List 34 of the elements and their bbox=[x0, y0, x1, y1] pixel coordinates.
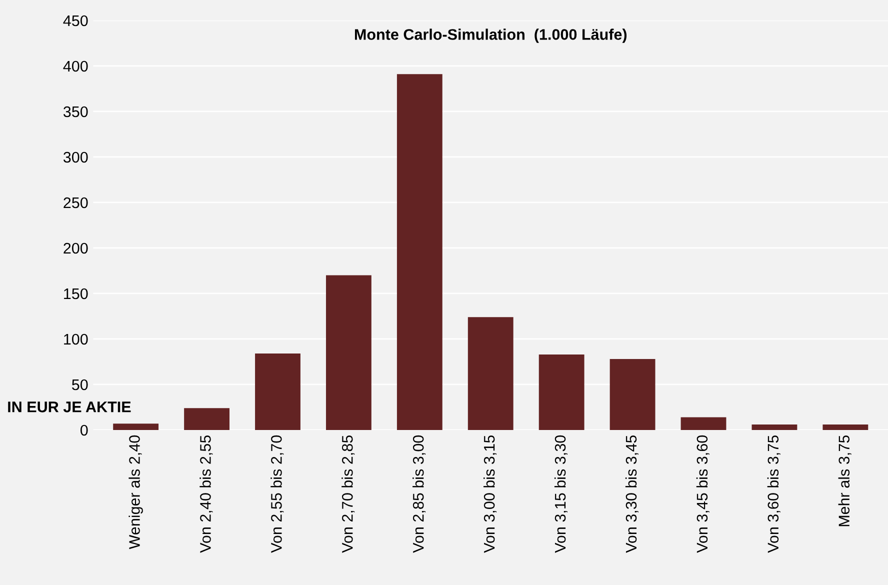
bar bbox=[255, 354, 300, 430]
y-tick-label: 400 bbox=[63, 60, 88, 72]
bar bbox=[113, 424, 159, 430]
y-tick-label: 350 bbox=[63, 106, 88, 118]
y-tick-label: 200 bbox=[64, 242, 88, 254]
x-tick-label: Von 3,30 bis 3,45 bbox=[625, 435, 638, 553]
y-tick-label: 0 bbox=[80, 424, 88, 436]
x-tick-label: Weniger als 2,40 bbox=[128, 435, 143, 550]
x-tick-label: Von 3,00 bis 3,15 bbox=[484, 435, 497, 553]
x-tick-label: Mehr als 3,75 bbox=[838, 435, 852, 526]
bar bbox=[752, 424, 798, 430]
y-tick-label: 250 bbox=[64, 197, 88, 208]
bar bbox=[610, 358, 656, 430]
x-tick-label: Von 3,60 bis 3,75 bbox=[767, 435, 780, 553]
y-tick-label: 450 bbox=[63, 15, 88, 26]
y-tick-label: 100 bbox=[64, 334, 88, 345]
bar bbox=[184, 408, 230, 430]
bar bbox=[326, 275, 372, 430]
x-tick-label: Von 2,40 bis 2,55 bbox=[200, 435, 213, 553]
x-tick-label: Von 3,45 bis 3,60 bbox=[696, 435, 710, 553]
text: Monte Carlo-Simulation (1.000 Läufe) bbox=[354, 28, 627, 43]
bar bbox=[396, 74, 442, 430]
bar bbox=[680, 417, 726, 430]
bar bbox=[468, 317, 514, 430]
y-tick-label: 50 bbox=[72, 379, 88, 390]
x-tick-label: Von 2,85 bis 3,00 bbox=[412, 435, 426, 553]
x-tick-label: Von 2,70 bis 2,85 bbox=[342, 435, 355, 553]
x-tick-label: Von 3,15 bis 3,30 bbox=[554, 435, 568, 553]
x-tick-label: Von 2,55 bis 2,70 bbox=[270, 435, 284, 553]
y-tick-label: 300 bbox=[63, 152, 88, 163]
bar bbox=[538, 354, 584, 430]
y-tick-label: 150 bbox=[64, 288, 88, 300]
annotation: IN EUR JE AKTIE bbox=[8, 402, 131, 412]
bar bbox=[822, 424, 868, 430]
